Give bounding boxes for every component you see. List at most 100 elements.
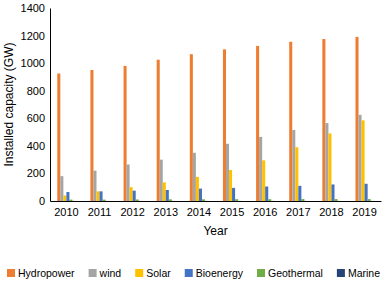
bar	[268, 199, 271, 201]
legend-swatch	[337, 269, 345, 277]
bar	[166, 190, 169, 201]
tick-label: 1200	[21, 30, 45, 42]
tick: 400	[27, 140, 50, 152]
bar	[172, 200, 175, 201]
tick: 600	[27, 112, 50, 124]
y-axis: 0 200 400 600 800 1000 1200 1400	[21, 2, 51, 207]
bar	[371, 200, 374, 201]
bar	[262, 160, 265, 201]
bar	[136, 199, 139, 201]
bar	[365, 184, 368, 201]
tick: 2013	[154, 201, 178, 218]
chart: 0 200 400 600 800 1000 1200 1400 2010 2011 2012 201…	[0, 0, 387, 287]
bar	[229, 170, 232, 201]
tick: 2010	[54, 201, 78, 218]
legend-item: Hydropower	[7, 267, 75, 279]
tick: 0	[39, 195, 50, 207]
bar	[325, 123, 328, 201]
bar	[93, 171, 96, 201]
bar	[322, 39, 325, 201]
legend-swatch	[89, 269, 97, 277]
bar	[63, 195, 66, 201]
bar	[238, 200, 241, 201]
legend-swatch	[7, 269, 15, 277]
legend-item: Geothermal	[257, 267, 323, 279]
bar	[232, 188, 235, 201]
tick-label: 2014	[187, 206, 211, 218]
tick: 2018	[319, 201, 343, 218]
tick-label: 2016	[253, 206, 277, 218]
bar	[96, 191, 99, 201]
bar	[355, 37, 358, 201]
tick-label: 800	[27, 85, 45, 97]
bar	[295, 147, 298, 201]
bar	[72, 200, 75, 201]
series	[69, 199, 370, 201]
bar	[223, 49, 226, 201]
bars	[57, 37, 373, 201]
tick-label: 2011	[88, 206, 112, 218]
bar	[202, 199, 205, 201]
y-axis-title: Installed capacity (GW)	[2, 42, 16, 166]
bar	[292, 130, 295, 201]
series	[57, 37, 358, 201]
bar	[57, 73, 60, 201]
bar	[226, 144, 229, 201]
bar	[338, 200, 341, 201]
bar	[133, 191, 136, 201]
tick-label: 1400	[21, 2, 45, 14]
bar	[160, 160, 163, 201]
plot: 0 200 400 600 800 1000 1200 1400 2010 2011 2012 201…	[21, 2, 382, 218]
legend-label: Bioenergy	[196, 267, 244, 279]
tick: 200	[27, 167, 50, 179]
bar	[265, 187, 268, 201]
tick: 2016	[253, 201, 277, 218]
tick-label: 2010	[54, 206, 78, 218]
tick: 1200	[21, 30, 50, 42]
bar	[205, 200, 208, 201]
legend-label: Marine	[348, 267, 380, 279]
bar	[256, 46, 259, 201]
x-axis: 2010201120122013201420152016201720182019	[51, 201, 382, 218]
bar	[335, 199, 338, 201]
tick: 2011	[88, 201, 112, 218]
legend-label: wind	[99, 267, 122, 279]
series	[63, 120, 364, 201]
series	[72, 200, 373, 201]
tick: 2017	[286, 201, 310, 218]
bar	[304, 200, 307, 201]
tick: 1400	[21, 2, 50, 14]
bar	[362, 120, 365, 201]
bar	[163, 182, 166, 201]
legend-label: Hydropower	[18, 267, 75, 279]
bar	[331, 184, 334, 201]
tick-label: 0	[39, 195, 45, 207]
bar	[157, 60, 160, 201]
bar	[298, 186, 301, 201]
tick: 2014	[187, 201, 211, 218]
tick-label: 2018	[319, 206, 343, 218]
tick: 2012	[120, 201, 144, 218]
tick-label: 1000	[21, 57, 45, 69]
tick: 1000	[21, 57, 50, 69]
legend-item: Bioenergy	[185, 267, 244, 279]
bar	[190, 54, 193, 201]
bar	[60, 176, 63, 201]
legend-item: Marine	[337, 267, 380, 279]
bar	[106, 200, 109, 201]
legend-swatch	[257, 269, 265, 277]
x-axis-title: Year	[203, 224, 227, 238]
tick-label: 600	[27, 112, 45, 124]
legend-swatch	[135, 269, 143, 277]
bar	[169, 199, 172, 201]
bar	[328, 133, 331, 201]
legend-item: wind	[89, 267, 122, 279]
bar	[100, 191, 103, 201]
bar	[359, 115, 362, 201]
bar	[90, 70, 93, 201]
bar	[193, 153, 196, 201]
bar	[199, 189, 202, 201]
tick-label: 2019	[352, 206, 376, 218]
bar	[271, 200, 274, 201]
bar	[139, 200, 142, 201]
